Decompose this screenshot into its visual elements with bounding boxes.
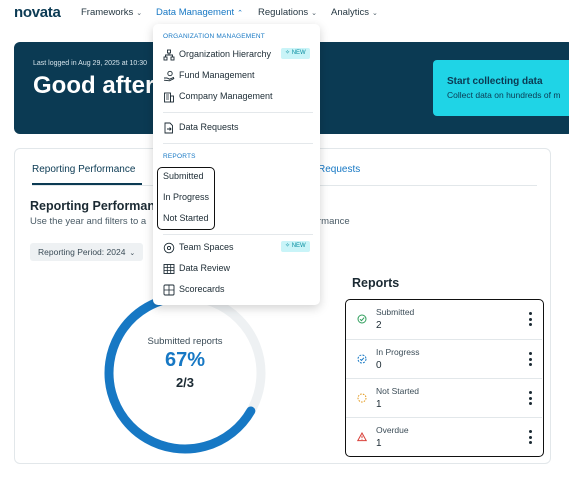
menu-item-fund-management[interactable]: Fund Management	[163, 68, 313, 84]
menu-item-data-review[interactable]: Data Review	[163, 261, 313, 277]
report-count: 1	[376, 399, 382, 410]
nav-analytics[interactable]: Analytics ⌄	[331, 7, 378, 18]
nav-regulations[interactable]: Regulations ⌄	[258, 7, 317, 18]
donut-ratio: 2/3	[175, 375, 195, 390]
greeting-heading: Good aftern	[33, 72, 169, 99]
menu-item-label: Company Management	[179, 91, 273, 101]
menu-item-in-progress[interactable]: In Progress	[163, 192, 210, 202]
team-spaces-icon	[163, 242, 175, 254]
nav-regulations-label: Regulations	[258, 7, 309, 18]
check-circle-icon	[354, 311, 370, 327]
menu-item-organization-hierarchy[interactable]: Organization Hierarchy ✧ NEW	[163, 47, 313, 63]
fund-icon	[163, 70, 175, 82]
hierarchy-icon	[163, 49, 175, 61]
last-logged-text: Last logged in Aug 29, 2025 at 10:30	[33, 60, 148, 67]
tab-reporting-performance[interactable]: Reporting Performance	[32, 164, 136, 175]
donut-label: Submitted reports	[147, 336, 223, 347]
report-label: Not Started	[376, 386, 419, 396]
menu-item-submitted[interactable]: Submitted	[163, 171, 204, 181]
menu-divider	[163, 112, 313, 113]
new-badge: ✧ NEW	[281, 241, 310, 252]
scorecard-icon	[163, 284, 175, 296]
reporting-period-dropdown[interactable]: Reporting Period: 2024 ⌄	[30, 243, 144, 261]
dashed-circle-icon	[354, 390, 370, 406]
data-management-menu: ORGANIZATION MANAGEMENT Organization Hie…	[153, 24, 320, 305]
donut-percent: 67%	[164, 349, 206, 371]
reports-submenu-highlight	[157, 167, 215, 230]
report-row-overdue[interactable]: Overdue 1	[346, 417, 542, 456]
menu-item-scorecards[interactable]: Scorecards	[163, 282, 313, 298]
report-row-not-started[interactable]: Not Started 1	[346, 378, 542, 417]
nav-data-management-label: Data Management	[156, 7, 235, 18]
report-row-submitted[interactable]: Submitted 2	[346, 300, 542, 339]
menu-item-label: Data Review	[179, 263, 231, 273]
section-subtitle-end: rmance	[318, 216, 350, 227]
menu-item-label: Fund Management	[179, 70, 255, 80]
new-badge-label: NEW	[291, 243, 306, 249]
menu-item-label: Team Spaces	[179, 242, 234, 252]
active-tab-indicator	[32, 183, 142, 185]
section-title: Reporting Performanc	[30, 199, 162, 213]
progress-circle-icon	[354, 351, 370, 367]
table-icon	[163, 264, 175, 274]
menu-item-not-started[interactable]: Not Started	[163, 213, 209, 223]
report-row-in-progress[interactable]: In Progress 0	[346, 339, 542, 378]
report-count: 0	[376, 360, 382, 371]
report-label: Overdue	[376, 425, 409, 435]
menu-header-reports: REPORTS	[163, 153, 196, 160]
nav-frameworks[interactable]: Frameworks ⌄	[81, 7, 142, 18]
report-label: In Progress	[376, 347, 420, 357]
menu-divider	[163, 143, 313, 144]
donut-progress-arc	[104, 292, 266, 454]
novata-logo[interactable]: novata	[14, 4, 61, 21]
promo-subtitle: Collect data on hundreds of m	[447, 90, 561, 100]
chevron-down-icon: ⌄	[129, 250, 136, 257]
tab-requests[interactable]: Requests	[318, 164, 361, 175]
donut-chart	[104, 292, 266, 454]
report-count: 1	[376, 438, 382, 449]
menu-item-data-requests[interactable]: Data Requests	[163, 120, 313, 136]
reports-title: Reports	[352, 276, 400, 290]
menu-item-company-management[interactable]: Company Management	[163, 89, 313, 105]
warning-triangle-icon	[354, 429, 370, 445]
menu-divider	[163, 234, 313, 235]
chevron-down-icon: ⌄	[311, 10, 318, 17]
menu-item-label: Data Requests	[179, 122, 239, 132]
menu-item-label: Scorecards	[179, 284, 225, 294]
more-options-icon[interactable]	[528, 430, 532, 444]
document-export-icon	[164, 122, 173, 134]
building-icon	[164, 92, 174, 103]
report-count: 2	[376, 320, 382, 331]
top-nav: novata Frameworks ⌄ Data Management ⌃ Regu…	[0, 0, 569, 26]
more-options-icon[interactable]	[528, 352, 532, 366]
nav-data-management[interactable]: Data Management ⌃	[156, 7, 243, 18]
menu-item-team-spaces[interactable]: Team Spaces ✧ NEW	[163, 240, 313, 256]
chevron-down-icon: ⌄	[372, 10, 378, 17]
more-options-icon[interactable]	[528, 312, 532, 326]
section-subtitle: Use the year and filters to a	[30, 216, 147, 227]
reporting-period-label: Reporting Period: 2024	[38, 247, 126, 257]
new-badge-label: NEW	[291, 50, 306, 56]
start-collecting-card[interactable]: Start collecting data Collect data on hu…	[433, 60, 569, 116]
chevron-up-icon: ⌃	[237, 10, 244, 17]
report-label: Submitted	[376, 307, 415, 317]
menu-header-organization: ORGANIZATION MANAGEMENT	[163, 33, 265, 40]
more-options-icon[interactable]	[528, 391, 532, 405]
promo-title: Start collecting data	[447, 76, 543, 87]
nav-analytics-label: Analytics	[331, 7, 370, 18]
menu-item-label: Organization Hierarchy	[179, 49, 272, 59]
nav-frameworks-label: Frameworks	[81, 7, 134, 18]
reports-list: Submitted 2 In Progress 0 Not Started 1 …	[345, 299, 544, 457]
new-badge: ✧ NEW	[281, 48, 310, 59]
submitted-reports-donut: Submitted reports 67% 2/3	[103, 291, 267, 455]
chevron-down-icon: ⌄	[136, 10, 143, 17]
